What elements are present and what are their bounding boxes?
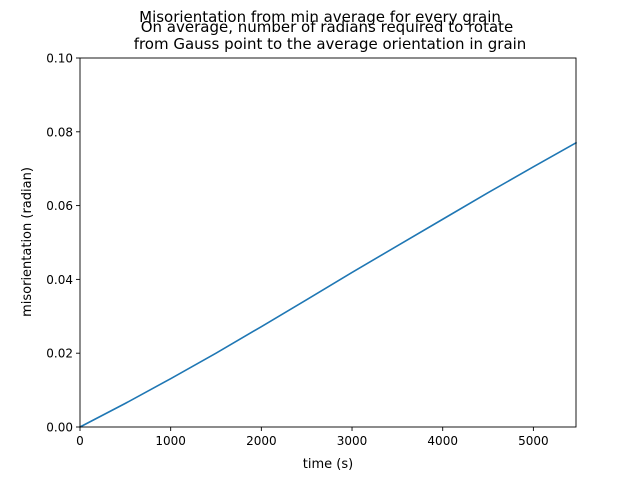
chart-title-line-3: from Gauss point to the average orientat… xyxy=(134,35,527,53)
plot-area xyxy=(78,57,578,429)
x-axis-label: time (s) xyxy=(303,457,353,472)
y-tick-label: 0.00 xyxy=(46,421,73,435)
y-tick-label: 0.06 xyxy=(46,199,73,213)
x-tick-label: 0 xyxy=(76,434,84,448)
x-tick-label: 4000 xyxy=(427,434,458,448)
y-axis-label: misorientation (radian) xyxy=(20,167,35,317)
axis-ticks: 0 1000 2000 3000 4000 5000 0.00 0.02 0.04 0.06 0.0… xyxy=(46,52,548,449)
y-tick-label: 0.08 xyxy=(46,125,73,139)
y-tick-label: 0.02 xyxy=(46,347,73,361)
x-tick-label: 5000 xyxy=(518,434,549,448)
x-tick-label: 1000 xyxy=(155,434,186,448)
axes-frame xyxy=(79,57,577,428)
chart-title-line-2: On average, number of radians required t… xyxy=(141,18,514,36)
x-tick-label: 2000 xyxy=(246,434,277,448)
series-line-0 xyxy=(78,141,578,429)
y-tick-label: 0.04 xyxy=(46,273,73,287)
x-tick-label: 3000 xyxy=(337,434,368,448)
chart-title-line-1: Misorientation from min average for ever… xyxy=(139,8,501,26)
y-tick-label: 0.10 xyxy=(46,52,73,66)
